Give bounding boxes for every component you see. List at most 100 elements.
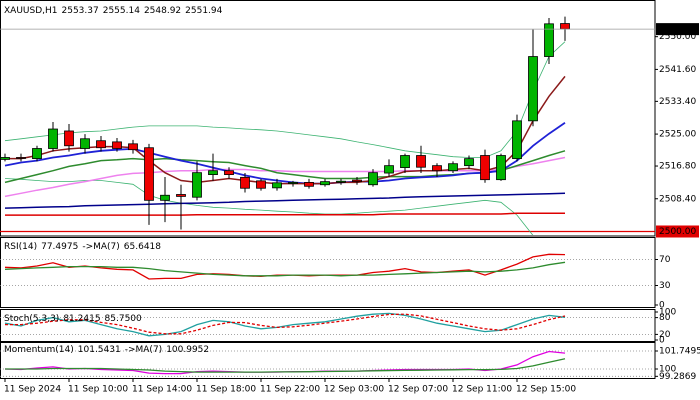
candle-body (368, 172, 378, 186)
moving-average (4, 156, 566, 198)
panel-header: Stoch(5,3,3) 81.2415 85.7500 (4, 314, 142, 324)
header-item: Momentum(14) (4, 345, 74, 355)
candle-body (224, 170, 234, 176)
y-tick-label: 99.2869 (659, 372, 696, 382)
candle-body (464, 158, 474, 167)
current-price-label: 2551.94 (659, 25, 696, 35)
header-item: RSI(14) (4, 242, 37, 252)
candle-body (32, 148, 42, 160)
candle-body (176, 194, 186, 197)
y-tick-label: 70 (659, 255, 671, 265)
candle-body (352, 179, 362, 183)
y-tick-label: 100 (659, 364, 676, 374)
y-tick-label: 80 (659, 313, 671, 323)
candle-body (304, 181, 314, 187)
indicator-line (4, 261, 566, 277)
level-label: 2500.00 (659, 227, 696, 237)
x-tick-label: 12 Sep 03:00 (324, 385, 384, 395)
candle-body (288, 181, 298, 184)
y-tick-label: 2541.60 (659, 65, 696, 75)
header-item: 77.4975 (41, 242, 78, 252)
x-tick-label: 11 Sep 18:00 (196, 385, 256, 395)
plot-area (0, 350, 655, 377)
candle-body (256, 180, 266, 189)
header-item: 65.6418 (124, 242, 161, 252)
header-item: 2553.37 (62, 6, 99, 16)
header-item: 101.5431 (78, 345, 121, 355)
y-tick-label: 2508.40 (659, 194, 696, 204)
candle-body (336, 180, 346, 183)
candle-body (560, 23, 570, 30)
candle-body (96, 140, 106, 149)
candle-body (528, 56, 538, 122)
rsi-panel (0, 237, 656, 308)
candle-body (208, 170, 218, 176)
indicator-line (4, 312, 566, 337)
candle-body (384, 165, 394, 174)
x-tick-label: 12 Sep 15:00 (516, 385, 576, 395)
header-item: 100.9952 (166, 345, 209, 355)
candle-body (240, 176, 250, 189)
header-item: 85.7500 (105, 314, 142, 324)
candle-body (480, 155, 490, 181)
y-tick-label: 2550.00 (659, 32, 696, 42)
header-item: ->MA(7) (125, 345, 162, 355)
candle-body (496, 155, 506, 181)
plot-area (0, 16, 655, 235)
panel-header: Momentum(14) 101.5431 ->MA(7) 100.9952 (4, 345, 209, 355)
current-price-box (656, 23, 699, 36)
stoch-panel (0, 309, 656, 342)
x-tick-label: 12 Sep 07:00 (388, 385, 448, 395)
x-tick-label: 11 Sep 10:00 (68, 385, 128, 395)
y-tick-label: 20 (659, 330, 671, 340)
candle-body (128, 143, 138, 151)
moving-average (5, 212, 565, 216)
panel-header: RSI(14) 77.4975 ->MA(7) 65.6418 (4, 242, 161, 252)
candle-body (64, 130, 74, 147)
plot-area (0, 253, 655, 286)
moving-average (4, 192, 566, 209)
indicator-line (5, 358, 566, 373)
panel-header: XAUUSD,H1 2553.37 2555.14 2548.92 2551.94 (4, 6, 223, 16)
candle-body (48, 128, 58, 149)
candle-body (80, 138, 90, 149)
candle-body (272, 182, 282, 189)
x-tick-label: 12 Sep 11:00 (452, 385, 512, 395)
header-item: Stoch(5,3,3) (4, 314, 59, 324)
y-tick-label: 2525.00 (659, 130, 696, 140)
main-panel (0, 0, 656, 237)
plot-area (0, 312, 655, 337)
candle-body (160, 194, 170, 201)
moving-average (4, 122, 566, 185)
header-item: XAUUSD,H1 (4, 6, 58, 16)
candle-body (400, 155, 410, 168)
candle-body (416, 155, 426, 168)
moving-average (4, 178, 534, 235)
header-item: 2555.14 (103, 6, 140, 16)
header-item: 2548.92 (144, 6, 181, 16)
candle-body (112, 141, 122, 149)
indicator-line (5, 313, 566, 335)
y-tick-label: 100 (659, 308, 676, 318)
level-box (656, 225, 699, 238)
y-tick-label: 2516.80 (659, 162, 696, 172)
candle-body (448, 163, 458, 172)
x-tick-label: 11 Sep 14:00 (132, 385, 192, 395)
candle-body (544, 23, 554, 57)
y-tick-label: 101.7495 (659, 346, 700, 356)
header-item: ->MA(7) (82, 242, 119, 252)
candle-body (192, 172, 202, 198)
y-tick-label: 0 (659, 336, 665, 346)
candle-body (0, 157, 10, 160)
y-tick-label: 0 (659, 301, 665, 311)
candle-body (512, 120, 522, 160)
momentum-panel (0, 342, 656, 379)
x-tick-label: 11 Sep 22:00 (260, 385, 320, 395)
x-tick-label: 11 Sep 2024 (4, 385, 61, 395)
candle-body (144, 147, 154, 201)
y-tick-label: 30 (659, 281, 671, 291)
candle-body (16, 157, 26, 159)
candle-body (320, 181, 330, 186)
header-item: 81.2415 (63, 314, 100, 324)
